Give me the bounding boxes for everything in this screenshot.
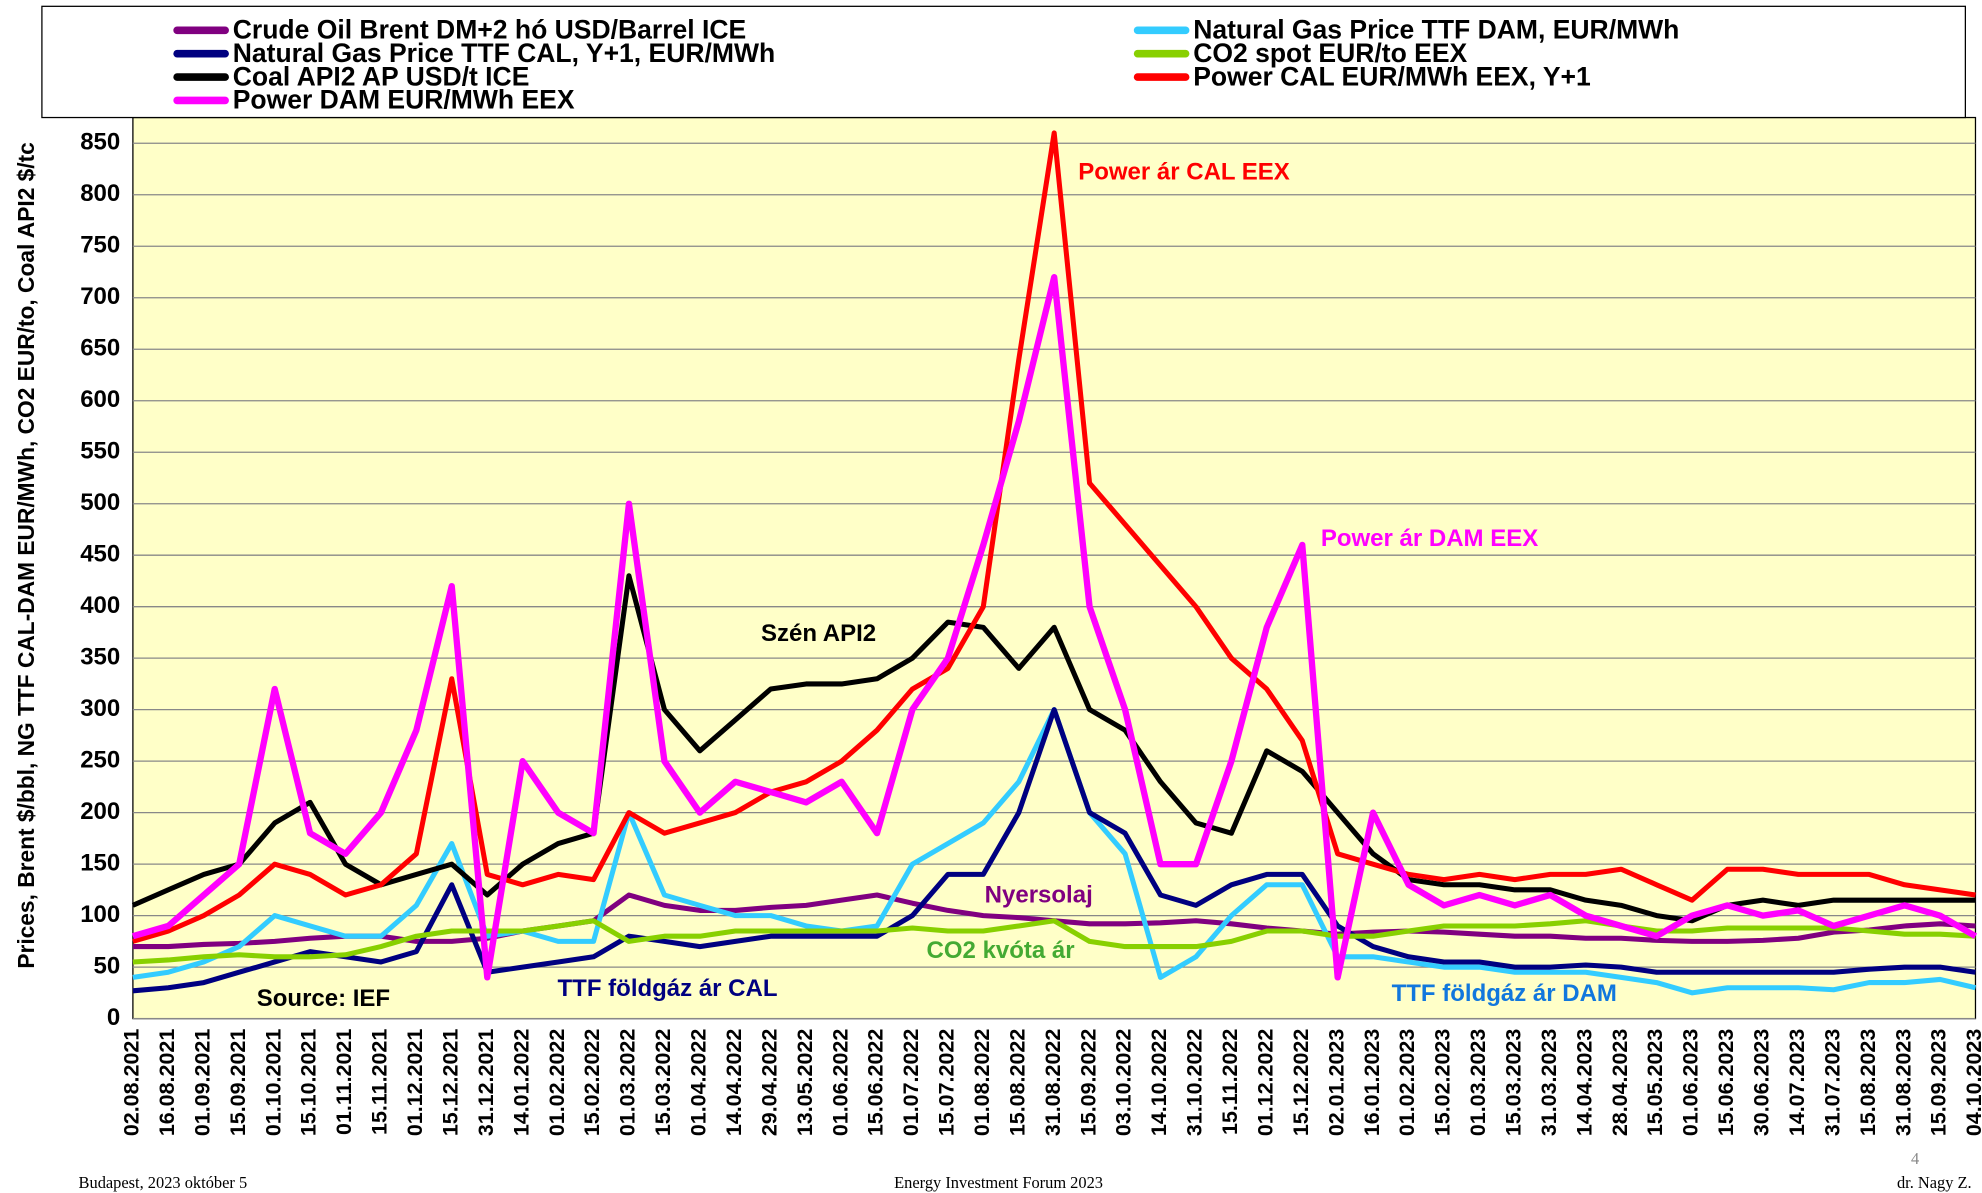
y-tick-label: 600 <box>80 386 120 413</box>
footer-right: dr. Nagy Z. <box>1897 1173 1972 1192</box>
y-tick-label: 850 <box>80 129 120 156</box>
x-tick-label: 01.10.2021 <box>261 1029 285 1137</box>
annotation: CO2 kvóta ár <box>927 937 1075 964</box>
x-tick-label: 01.12.2021 <box>403 1029 427 1137</box>
x-tick-label: 15.11.2021 <box>368 1029 392 1135</box>
x-tick-label: 15.05.2023 <box>1643 1029 1667 1137</box>
x-tick-label: 14.04.2023 <box>1572 1029 1596 1137</box>
x-tick-label: 01.06.2023 <box>1679 1029 1703 1137</box>
annotation: Source: IEF <box>257 985 390 1012</box>
series-line <box>132 273 1978 981</box>
annotation: Power ár DAM EEX <box>1321 525 1538 552</box>
x-tick-label: 29.04.2022 <box>757 1029 781 1137</box>
x-tick-label: 01.11.2021 <box>332 1029 356 1135</box>
x-tick-label: 15.11.2022 <box>1218 1029 1242 1135</box>
x-tick-label: 30.06.2023 <box>1750 1029 1774 1137</box>
x-tick-label: 15.03.2022 <box>651 1029 675 1137</box>
x-tick-label: 15.06.2022 <box>864 1029 888 1137</box>
x-tick-label: 31.12.2021 <box>474 1029 498 1137</box>
x-tick-label: 01.02.2023 <box>1395 1029 1419 1137</box>
x-tick-label: 01.08.2022 <box>970 1029 994 1137</box>
y-tick-label: 200 <box>80 798 120 825</box>
x-tick-label: 15.12.2021 <box>438 1029 462 1137</box>
y-axis-label: Prices, Brent $/bbl, NG TTF CAL-DAM EUR/… <box>13 142 39 969</box>
x-tick-label: 31.08.2023 <box>1891 1029 1915 1137</box>
x-tick-label: 15.09.2021 <box>226 1029 250 1137</box>
x-tick-label: 13.05.2022 <box>793 1029 817 1137</box>
x-tick-label: 16.08.2021 <box>155 1029 179 1137</box>
y-tick-label: 800 <box>80 180 120 207</box>
x-tick-label: 01.03.2023 <box>1466 1029 1490 1137</box>
x-tick-label: 14.10.2022 <box>1147 1029 1171 1137</box>
y-tick-label: 150 <box>80 849 120 876</box>
annotation: Nyersolaj <box>985 881 1093 908</box>
legend-label: Natural Gas Price TTF CAL, Y+1, EUR/MWh <box>233 38 775 68</box>
y-tick-label: 100 <box>80 901 120 928</box>
y-tick-label: 350 <box>80 644 120 671</box>
legend-label: Natural Gas Price TTF DAM, EUR/MWh <box>1193 15 1679 45</box>
x-tick-label: 15.07.2022 <box>935 1029 959 1137</box>
legend-box <box>41 5 1966 119</box>
x-tick-label: 01.12.2022 <box>1253 1029 1277 1137</box>
x-tick-label: 15.12.2022 <box>1289 1029 1313 1137</box>
x-tick-label: 15.10.2021 <box>297 1029 321 1137</box>
x-tick-label: 28.04.2023 <box>1608 1029 1632 1137</box>
x-tick-label: 15.09.2023 <box>1927 1029 1951 1137</box>
annotation: Szén API2 <box>761 620 876 647</box>
annotation: TTF földgáz ár CAL <box>558 975 778 1002</box>
x-tick-label: 01.09.2021 <box>190 1029 214 1137</box>
y-tick-label: 450 <box>80 541 120 568</box>
y-tick-label: 250 <box>80 746 120 773</box>
x-tick-label: 01.03.2022 <box>616 1029 640 1137</box>
x-tick-label: 04.10.2023 <box>1962 1029 1982 1137</box>
x-tick-label: 15.06.2023 <box>1714 1029 1738 1137</box>
legend-label: CO2 spot EUR/to EEX <box>1193 38 1467 68</box>
x-tick-label: 16.01.2023 <box>1360 1029 1384 1137</box>
x-tick-label: 01.06.2022 <box>828 1029 852 1137</box>
series-line <box>131 573 1976 924</box>
y-tick-label: 650 <box>80 335 120 362</box>
x-tick-label: 15.02.2022 <box>580 1029 604 1137</box>
y-tick-label: 300 <box>80 695 120 722</box>
series-line <box>132 707 1976 994</box>
x-tick-label: 03.10.2022 <box>1112 1029 1136 1137</box>
x-tick-label: 14.04.2022 <box>722 1029 746 1137</box>
footer-center: Energy Investment Forum 2023 <box>894 1173 1103 1192</box>
x-tick-label: 02.01.2023 <box>1324 1029 1348 1137</box>
x-tick-label: 01.02.2022 <box>545 1029 569 1137</box>
annotation: TTF földgáz ár DAM <box>1392 980 1617 1007</box>
x-tick-label: 01.04.2022 <box>687 1029 711 1137</box>
y-tick-label: 500 <box>80 489 120 516</box>
y-tick-label: 550 <box>80 438 120 465</box>
annotation: Power ár CAL EEX <box>1078 158 1290 185</box>
series-line <box>132 130 1976 944</box>
legend-label: Power DAM EUR/MWh EEX <box>233 85 575 115</box>
x-tick-label: 31.07.2023 <box>1820 1029 1844 1137</box>
footer-left: Budapest, 2023 október 5 <box>79 1173 248 1192</box>
y-tick-label: 400 <box>80 592 120 619</box>
x-tick-label: 15.03.2023 <box>1502 1029 1526 1137</box>
x-tick-label: 15.08.2022 <box>1005 1029 1029 1137</box>
page-number: 4 <box>1911 1149 1919 1168</box>
x-tick-label: 14.01.2022 <box>509 1029 533 1137</box>
x-tick-label: 31.08.2022 <box>1041 1029 1065 1137</box>
legend-label: Power CAL EUR/MWh EEX, Y+1 <box>1193 61 1591 91</box>
x-tick-label: 02.08.2021 <box>120 1029 144 1137</box>
x-tick-label: 01.07.2022 <box>899 1029 923 1137</box>
x-tick-label: 15.08.2023 <box>1856 1029 1880 1137</box>
y-tick-label: 750 <box>80 232 120 259</box>
y-tick-label: 700 <box>80 283 120 310</box>
x-tick-label: 31.10.2022 <box>1183 1029 1207 1137</box>
x-tick-label: 14.07.2023 <box>1785 1029 1809 1137</box>
legend-label: Crude Oil Brent DM+2 hó USD/Barrel ICE <box>233 15 746 45</box>
legend-label: Coal API2 AP USD/t ICE <box>233 61 530 91</box>
x-tick-label: 15.09.2022 <box>1076 1029 1100 1137</box>
y-tick-label: 0 <box>107 1004 120 1031</box>
x-tick-label: 31.03.2023 <box>1537 1029 1561 1137</box>
y-tick-label: 50 <box>94 952 121 979</box>
x-tick-label: 15.02.2023 <box>1431 1029 1455 1137</box>
